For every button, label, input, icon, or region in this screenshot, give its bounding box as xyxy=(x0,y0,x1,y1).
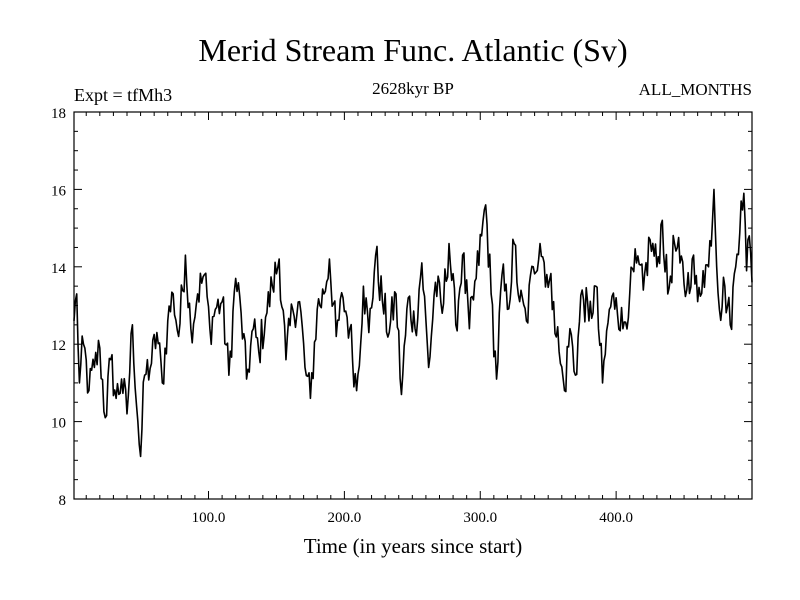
y-tick-labels: 8 10 12 14 16 18 xyxy=(51,106,67,509)
subtitle-center: 2628kyr BP xyxy=(372,79,454,98)
y-tick-label: 12 xyxy=(51,338,66,354)
x-axis-label: Time (in years since start) xyxy=(304,534,523,558)
y-tick-label: 8 xyxy=(59,493,67,509)
x-tick-label: 200.0 xyxy=(328,510,362,526)
plot-frame xyxy=(73,111,753,500)
series-group xyxy=(73,188,753,458)
x-tick-label: 100.0 xyxy=(192,510,226,526)
x-tick-label: 400.0 xyxy=(599,510,633,526)
axis-ticks xyxy=(74,111,753,500)
x-tick-label: 300.0 xyxy=(463,510,497,526)
series-line xyxy=(73,188,753,458)
y-tick-label: 16 xyxy=(51,183,67,199)
y-tick-label: 10 xyxy=(51,416,66,432)
x-tick-labels: 100.0 200.0 300.0 400.0 xyxy=(192,510,633,526)
subtitle-right: ALL_MONTHS xyxy=(639,80,752,99)
y-tick-label: 14 xyxy=(51,261,67,277)
subtitle-left: Expt = tfMh3 xyxy=(74,85,172,105)
chart-title: Merid Stream Func. Atlantic (Sv) xyxy=(198,32,627,68)
y-tick-label: 18 xyxy=(51,106,66,122)
